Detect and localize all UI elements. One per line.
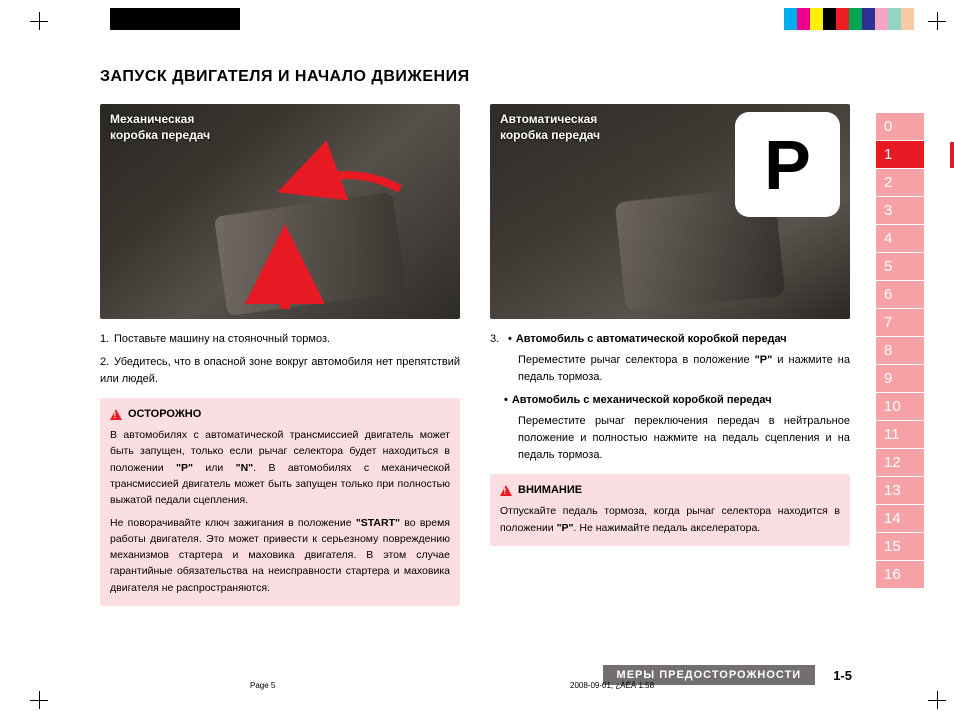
page-title: ЗАПУСК ДВИГАТЕЛЯ И НАЧАЛО ДВИЖЕНИЯ	[100, 68, 852, 86]
regmark-swatch	[901, 8, 914, 30]
photo-auto-transmission: Автоматическая коробка передач P	[490, 104, 850, 319]
left-column: Механическая коробка передач 1.Поставьте…	[100, 104, 460, 606]
step-3-manual-head: Автомобиль с механической коробкой перед…	[512, 392, 772, 409]
regmark-swatch	[149, 8, 162, 30]
regmark-swatch	[810, 8, 823, 30]
meta-date: 2008-09-01, ¿ÀÈÄ 1:58	[570, 681, 654, 690]
caution-paragraph-2: Не поворачивайте ключ зажигания в положе…	[110, 515, 450, 596]
crop-mark	[30, 691, 48, 709]
crop-mark	[30, 12, 48, 30]
regmark-swatch	[784, 8, 797, 30]
photo-label: Автоматическая коробка передач	[500, 112, 600, 143]
registration-marks	[0, 8, 954, 32]
warning-triangle-icon	[110, 409, 122, 420]
park-indicator-badge: P	[735, 112, 840, 217]
regmarks-left	[110, 8, 240, 30]
section-tab-3[interactable]: 3	[876, 197, 924, 225]
step-2-text: Убедитесь, что в опасной зоне вокруг авт…	[100, 356, 460, 385]
regmark-swatch	[201, 8, 214, 30]
section-tabs: 012345678910111213141516	[876, 113, 924, 589]
page-footer: МЕРЫ ПРЕДОСТОРОЖНОСТИ 1-5	[100, 665, 852, 685]
regmark-swatch	[797, 8, 810, 30]
regmark-swatch	[862, 8, 875, 30]
section-tab-7[interactable]: 7	[876, 309, 924, 337]
regmark-swatch	[875, 8, 888, 30]
footer-page-number: 1-5	[833, 668, 852, 683]
step-1-text: Поставьте машину на стояночный тормоз.	[114, 333, 330, 345]
section-tab-2[interactable]: 2	[876, 169, 924, 197]
caution-paragraph-1: В автомобилях с автоматической трансмисс…	[110, 427, 450, 508]
caution-head-text: ОСТОРОЖНО	[128, 406, 201, 423]
photo-manual-transmission: Механическая коробка передач	[100, 104, 460, 319]
regmark-swatch	[836, 8, 849, 30]
bleed-tab-indicator	[950, 142, 954, 168]
steps-right: 3.• Автомобиль с автоматической коробкой…	[490, 331, 850, 464]
regmark-swatch	[214, 8, 227, 30]
p-letter: P	[764, 125, 811, 205]
step-1: 1.Поставьте машину на стояночный тормоз.	[100, 331, 460, 348]
regmark-swatch	[136, 8, 149, 30]
section-tab-13[interactable]: 13	[876, 477, 924, 505]
regmarks-right	[784, 8, 914, 30]
section-tab-16[interactable]: 16	[876, 561, 924, 589]
crop-mark	[928, 12, 946, 30]
step-3-auto-head: Автомобиль с автоматической коробкой пер…	[516, 331, 787, 348]
step-3b: • Автомобиль с механической коробкой пер…	[490, 392, 850, 409]
regmark-swatch	[110, 8, 123, 30]
regmark-swatch	[162, 8, 175, 30]
photo-label: Механическая коробка передач	[110, 112, 210, 143]
regmark-swatch	[123, 8, 136, 30]
warning-heading: ВНИМАНИЕ	[500, 482, 840, 499]
warning-box: ВНИМАНИЕ Отпускайте педаль тормоза, когд…	[490, 474, 850, 546]
crop-mark	[928, 691, 946, 709]
caution-box: ОСТОРОЖНО В автомобилях с автоматической…	[100, 398, 460, 606]
section-tab-12[interactable]: 12	[876, 449, 924, 477]
step-2: 2.Убедитесь, что в опасной зоне вокруг а…	[100, 354, 460, 388]
section-tab-8[interactable]: 8	[876, 337, 924, 365]
regmark-swatch	[823, 8, 836, 30]
step-3-manual-body: Переместите рычаг переключения передач в…	[490, 413, 850, 464]
right-column: Автоматическая коробка передач P 3.• Авт…	[490, 104, 850, 606]
step-3: 3.• Автомобиль с автоматической коробкой…	[490, 331, 850, 348]
regmark-swatch	[227, 8, 240, 30]
columns: Механическая коробка передач 1.Поставьте…	[100, 104, 852, 606]
warning-head-text: ВНИМАНИЕ	[518, 482, 582, 499]
regmark-swatch	[849, 8, 862, 30]
section-tab-1[interactable]: 1	[876, 141, 924, 169]
regmark-swatch	[175, 8, 188, 30]
section-tab-11[interactable]: 11	[876, 421, 924, 449]
warning-triangle-icon	[500, 485, 512, 496]
section-tab-0[interactable]: 0	[876, 113, 924, 141]
section-tab-15[interactable]: 15	[876, 533, 924, 561]
section-tab-4[interactable]: 4	[876, 225, 924, 253]
warning-body: Отпускайте педаль тормоза, когда рычаг с…	[500, 503, 840, 536]
content-area: ЗАПУСК ДВИГАТЕЛЯ И НАЧАЛО ДВИЖЕНИЯ Механ…	[100, 68, 852, 606]
meta-page: Page 5	[250, 681, 275, 690]
step-3-auto-body: Переместите рычаг селектора в положение …	[490, 352, 850, 386]
page: 012345678910111213141516 ЗАПУСК ДВИГАТЕЛ…	[0, 0, 954, 711]
regmark-swatch	[888, 8, 901, 30]
steps-left: 1.Поставьте машину на стояночный тормоз.…	[100, 331, 460, 388]
section-tab-14[interactable]: 14	[876, 505, 924, 533]
section-tab-6[interactable]: 6	[876, 281, 924, 309]
section-tab-10[interactable]: 10	[876, 393, 924, 421]
regmark-swatch	[188, 8, 201, 30]
section-tab-9[interactable]: 9	[876, 365, 924, 393]
caution-heading: ОСТОРОЖНО	[110, 406, 450, 423]
section-tab-5[interactable]: 5	[876, 253, 924, 281]
